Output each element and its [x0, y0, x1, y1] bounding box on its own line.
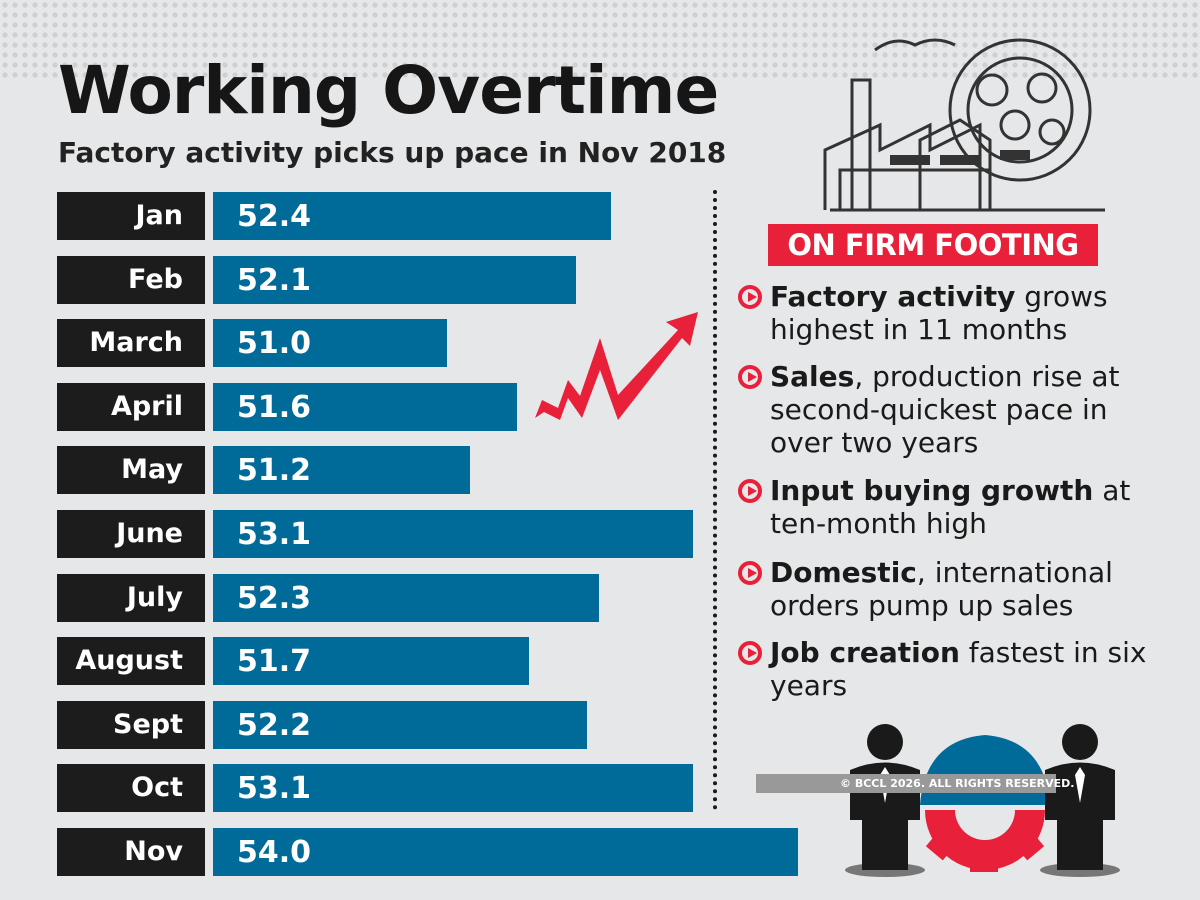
category-label: August — [57, 637, 205, 686]
bar-row: May 51.2 — [57, 446, 470, 495]
category-label: Feb — [57, 255, 205, 304]
category-label: Sept — [57, 700, 205, 749]
bar-row: July 52.3 — [57, 573, 599, 622]
bar-march: 51.0 — [213, 319, 447, 368]
bar-nov: 54.0 — [213, 828, 798, 876]
play-bullet-icon — [738, 641, 762, 665]
value-label: 53.1 — [237, 771, 312, 807]
bullet-bold: Job creation — [770, 636, 960, 669]
category-label: June — [57, 510, 205, 558]
bar-row: Oct 53.1 — [57, 764, 693, 813]
bullet-item: Domestic, international orders pump up s… — [738, 556, 1178, 622]
bar-row: Jan 52.4 — [57, 192, 611, 240]
value-label: 51.7 — [237, 644, 312, 680]
bar-august: 51.7 — [213, 637, 529, 686]
bullet-item: Input buying growth at ten-month high — [738, 474, 1178, 540]
bullet-text: fastest in six years — [770, 636, 1147, 702]
rising-arrow-icon — [535, 312, 698, 420]
bar-row: March 51.0 — [57, 319, 447, 368]
category-label: Nov — [57, 828, 205, 876]
bar-row: June 53.1 — [57, 510, 693, 558]
category-label: July — [57, 573, 205, 622]
dotted-divider — [713, 190, 717, 810]
value-label: 51.6 — [237, 389, 312, 425]
bullet-text: grows highest in 11 months — [770, 280, 1108, 346]
bullet-text: at ten-month high — [770, 474, 1131, 540]
value-label: 53.1 — [237, 517, 312, 552]
bar-row: August 51.7 — [57, 637, 529, 686]
value-label: 51.2 — [237, 453, 312, 489]
halftone-background — [0, 0, 1200, 80]
bullet-bold: Sales — [770, 360, 855, 393]
bar-june: 53.1 — [213, 510, 693, 558]
bar-row: Sept 52.2 — [57, 700, 587, 749]
bar-feb: 52.1 — [213, 255, 576, 304]
play-bullet-icon — [738, 561, 762, 585]
workers-hardhat-gear-icon — [845, 724, 1120, 877]
value-label: 51.0 — [237, 326, 312, 362]
bar-row: Nov 54.0 — [57, 828, 798, 876]
bullet-bold: Domestic — [770, 556, 917, 589]
value-label: 52.3 — [237, 580, 312, 616]
copyright-watermark: © BCCL 2026. ALL RIGHTS RESERVED. — [756, 774, 1074, 793]
section-heading-badge: ON FIRM FOOTING — [768, 224, 1098, 266]
bar-row: April 51.6 — [57, 382, 517, 431]
bar-row: Feb 52.1 — [57, 255, 576, 304]
bar-sept: 52.2 — [213, 700, 587, 749]
page-title: Working Overtime — [58, 52, 719, 129]
category-label: Jan — [57, 192, 205, 240]
bar-july: 52.3 — [213, 573, 599, 622]
category-label: Oct — [57, 764, 205, 813]
category-label: May — [57, 446, 205, 495]
bullet-text: , production rise at second-quickest pac… — [770, 360, 1120, 459]
subtitle: Factory activity picks up pace in Nov 20… — [58, 136, 727, 169]
bar-jan: 52.4 — [213, 192, 611, 240]
bullet-item: Job creation fastest in six years — [738, 636, 1178, 702]
value-label: 52.1 — [237, 262, 312, 298]
value-label: 52.2 — [237, 707, 312, 743]
bar-april: 51.6 — [213, 382, 517, 431]
category-label: March — [57, 319, 205, 368]
bullet-bold: Factory activity — [770, 280, 1016, 313]
bullet-item: Factory activity grows highest in 11 mon… — [738, 280, 1178, 346]
play-bullet-icon — [738, 365, 762, 389]
bar-may: 51.2 — [213, 446, 470, 495]
bullet-bold: Input buying growth — [770, 474, 1094, 507]
bullet-item: Sales, production rise at second-quickes… — [738, 360, 1178, 459]
category-label: April — [57, 382, 205, 431]
play-bullet-icon — [738, 479, 762, 503]
value-label: 54.0 — [237, 835, 312, 870]
bar-oct: 53.1 — [213, 764, 693, 813]
play-bullet-icon — [738, 285, 762, 309]
factory-gear-icon — [823, 38, 1105, 212]
bullet-text: , international orders pump up sales — [770, 556, 1113, 622]
value-label: 52.4 — [237, 199, 312, 234]
